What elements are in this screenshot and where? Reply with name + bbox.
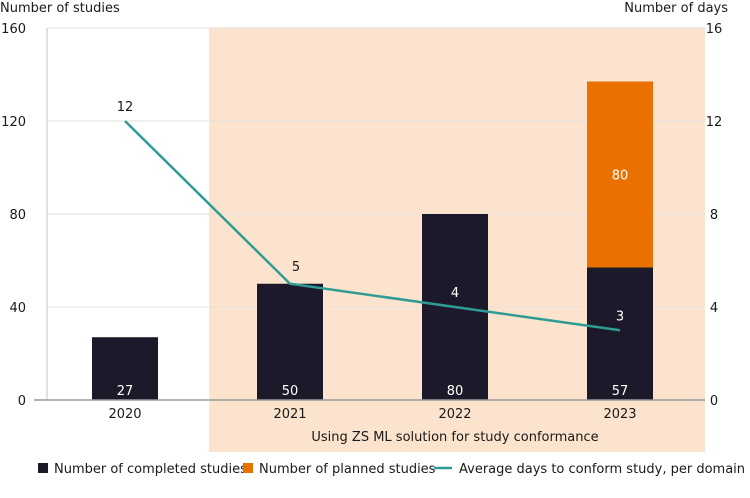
- y2-tick-label: 12: [706, 115, 723, 130]
- x-tick-label: 2021: [273, 407, 306, 422]
- y-tick-label: 80: [9, 208, 26, 223]
- bar-value-label: 50: [282, 384, 299, 399]
- legend: Number of completed studies Number of pla…: [38, 462, 745, 477]
- chart: 27 50 80 57 80 12 5 4 3 0 40 80 120 160 0 4 8 12 16 2020 2…: [0, 0, 750, 494]
- bar-value-label: 57: [612, 384, 629, 399]
- y-tick-label: 120: [1, 115, 26, 130]
- legend-label-line: Average days to conform study, per domai…: [459, 462, 745, 477]
- y2-axis-title: Number of days: [624, 1, 728, 16]
- y-tick-label: 160: [1, 22, 26, 37]
- line-value-label: 3: [616, 309, 624, 324]
- x-tick-label: 2020: [108, 407, 141, 422]
- y2-tick-label: 8: [710, 208, 718, 223]
- y-tick-label: 0: [18, 394, 26, 409]
- bar-value-label: 80: [612, 168, 629, 183]
- line-value-label: 12: [117, 100, 134, 115]
- y2-tick-label: 16: [706, 22, 723, 37]
- x-tick-label: 2022: [438, 407, 471, 422]
- bar-completed: [587, 267, 653, 400]
- legend-label-planned: Number of planned studies: [259, 462, 436, 477]
- x-tick-label: 2023: [603, 407, 636, 422]
- y-axis-title: Number of studies: [0, 1, 120, 16]
- legend-label-completed: Number of completed studies: [54, 462, 247, 477]
- y2-tick-label: 0: [710, 394, 718, 409]
- annotation-label: Using ZS ML solution for study conforman…: [311, 430, 598, 445]
- line-value-label: 4: [451, 286, 459, 301]
- line-value-label: 5: [292, 260, 300, 275]
- bar-value-label: 80: [447, 384, 464, 399]
- y2-tick-label: 4: [710, 301, 718, 316]
- bar-value-label: 27: [117, 384, 134, 399]
- legend-swatch-completed: [38, 463, 48, 473]
- legend-swatch-planned: [243, 463, 253, 473]
- bar-completed: [257, 284, 323, 400]
- y-tick-label: 40: [9, 301, 26, 316]
